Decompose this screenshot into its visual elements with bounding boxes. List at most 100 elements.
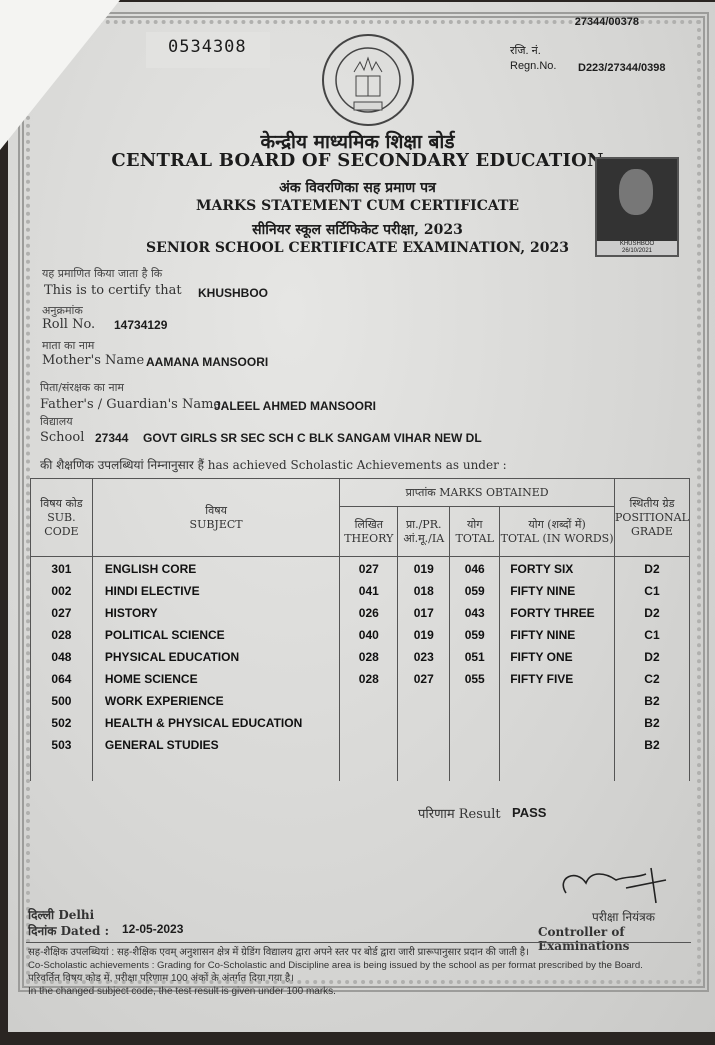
cell-grade: D2 (644, 606, 660, 620)
header-practical: प्रा./PR. आं.मू./IA (397, 506, 451, 557)
cell-words (510, 734, 614, 756)
cell-total: 059 (464, 628, 485, 642)
cell-theory: 026 (358, 606, 379, 620)
cell-pr (398, 690, 449, 712)
cell-theory (340, 712, 397, 734)
controller-label-hindi: परीक्षा नियंत्रक (592, 910, 655, 924)
cell-pr: 023 (413, 650, 434, 664)
cell-pr: 017 (413, 606, 434, 620)
cell-pr: 019 (413, 562, 434, 576)
cell-code: 048 (51, 650, 72, 664)
cell-total: 051 (464, 650, 485, 664)
cell-grade: C1 (644, 628, 660, 642)
roll-number: 14734129 (114, 318, 168, 332)
header-grade-en: POSITIONAL GRADE (615, 510, 689, 538)
header-theory-en: THEORY (344, 531, 394, 545)
cell-words (510, 690, 614, 712)
photo-caption: KHUSHBOO 26/10/2021 (597, 241, 677, 255)
note-co-scholastic-hindi: सह-शैक्षिक उपलब्धियां : सह-शैक्षिक एवम् … (28, 947, 529, 958)
top-number: 27344/00378 (574, 16, 639, 28)
paper-corner (0, 0, 120, 150)
result-value: PASS (512, 805, 547, 820)
school-name: GOVT GIRLS SR SEC SCH C BLK SANGAM VIHAR… (143, 431, 482, 445)
cell-total (450, 734, 499, 756)
cell-code: 500 (51, 694, 72, 708)
mother-label: Mother's Name (42, 353, 145, 368)
exam-title: SENIOR SCHOOL CERTIFICATE EXAMINATION, 2… (146, 240, 569, 256)
cell-pr: 019 (413, 628, 434, 642)
cell-subject: GENERAL STUDIES (104, 738, 219, 752)
header-total-hindi: योग (466, 517, 483, 531)
header-subject-en: SUBJECT (189, 517, 243, 531)
board-name-hindi: केन्द्रीय माध्यमिक शिक्षा बोर्ड (260, 131, 455, 153)
header-subject: विषय SUBJECT (91, 478, 341, 557)
cell-words: FIFTY FIVE (510, 672, 574, 686)
cell-code: 027 (51, 606, 72, 620)
dated-label: दिनांक Dated : (28, 924, 109, 938)
header-subject-hindi: विषय (205, 503, 227, 517)
note-changed-code: In the changed subject code, the test re… (28, 986, 336, 997)
col-practical: 019 018 017 019 023 027 (397, 556, 451, 781)
guilloche-border (18, 12, 709, 992)
header-marks-obtained: प्राप्तांक MARKS OBTAINED (339, 478, 615, 507)
cell-theory: 041 (358, 584, 379, 598)
cell-words: FIFTY NINE (510, 584, 576, 598)
cbse-logo (322, 34, 414, 126)
regn-label-en: Regn.No. (510, 60, 557, 72)
father-name: JALEEL AHMED MANSOORI (214, 399, 377, 413)
student-photo: KHUSHBOO 26/10/2021 (595, 157, 679, 257)
header-total: योग TOTAL (449, 506, 501, 557)
header-total-words: योग (शब्दों में) TOTAL (IN WORDS) (499, 506, 615, 557)
header-practical-bottom: आं.मू./IA (403, 531, 445, 545)
cell-words (510, 712, 614, 734)
marks-body: 301 002 027 028 048 064 500 502 503 ENGLISH CORE… (30, 556, 691, 781)
regn-label-hi: रजि. नं. (510, 45, 541, 57)
cell-subject: HOME SCIENCE (104, 672, 198, 686)
cell-pr: 018 (413, 584, 434, 598)
cell-code: 502 (51, 716, 72, 730)
cell-subject: HISTORY (104, 606, 158, 620)
header-total-en: TOTAL (455, 531, 494, 545)
cell-pr (398, 712, 449, 734)
cell-grade: B2 (644, 694, 660, 708)
note-changed-code-hindi: परिवर्तित विषय कोड में, परीक्षा परिणाम 1… (28, 973, 294, 984)
signature (556, 858, 676, 912)
cell-grade: C1 (644, 584, 660, 598)
cell-code: 002 (51, 584, 72, 598)
school-label: School (40, 430, 85, 445)
cell-theory: 028 (358, 672, 379, 686)
cell-total: 055 (464, 672, 485, 686)
cell-subject: PHYSICAL EDUCATION (104, 650, 240, 664)
footer-divider (26, 942, 691, 943)
cell-subject: HINDI ELECTIVE (104, 584, 200, 598)
marks-table: विषय कोड SUB. CODE विषय SUBJECT प्राप्तांक… (30, 478, 691, 781)
father-label-hindi: पिता/संरक्षक का नाम (40, 381, 125, 394)
board-name: CENTRAL BOARD OF SECONDARY EDUCATION (111, 150, 604, 171)
regn-label: रजि. नं. Regn.No. (510, 44, 556, 74)
col-subject: ENGLISH CORE HINDI ELECTIVE HISTORY POLITIC… (91, 556, 341, 781)
cell-grade: C2 (644, 672, 660, 686)
cell-theory (340, 734, 397, 756)
cell-words: FORTY THREE (510, 606, 595, 620)
cell-pr (398, 734, 449, 756)
header-total-words-en: TOTAL (IN WORDS) (500, 531, 614, 545)
photo-name: KHUSHBOO (619, 241, 655, 247)
header-grade: स्थितीय ग्रेड POSITIONAL GRADE (613, 478, 691, 557)
place: दिल्ली Delhi (28, 908, 95, 922)
header-total-words-hindi: योग (शब्दों में) (528, 517, 586, 531)
cell-grade: D2 (644, 650, 660, 664)
cell-grade: B2 (644, 716, 660, 730)
achievements-label: की शैक्षणिक उपलब्धियां निम्नानुसार हैं h… (40, 458, 507, 472)
certify-label-hindi: यह प्रमाणित किया जाता है कि (42, 267, 163, 280)
footer-notes: सह-शैक्षिक उपलब्धियां : सह-शैक्षिक एवम् … (28, 946, 698, 998)
header-grade-hindi: स्थितीय ग्रेड (629, 496, 675, 510)
header-theory-hindi: लिखित (354, 517, 384, 531)
header-sub-code: विषय कोड SUB. CODE (30, 478, 93, 557)
photo-face (619, 169, 653, 215)
cell-subject: HEALTH & PHYSICAL EDUCATION (104, 716, 303, 730)
roll-label: Roll No. (42, 317, 96, 332)
cell-theory: 028 (358, 650, 379, 664)
cell-words: FIFTY ONE (510, 650, 573, 664)
cell-subject: POLITICAL SCIENCE (104, 628, 225, 642)
issue-date: 12-05-2023 (122, 922, 184, 936)
